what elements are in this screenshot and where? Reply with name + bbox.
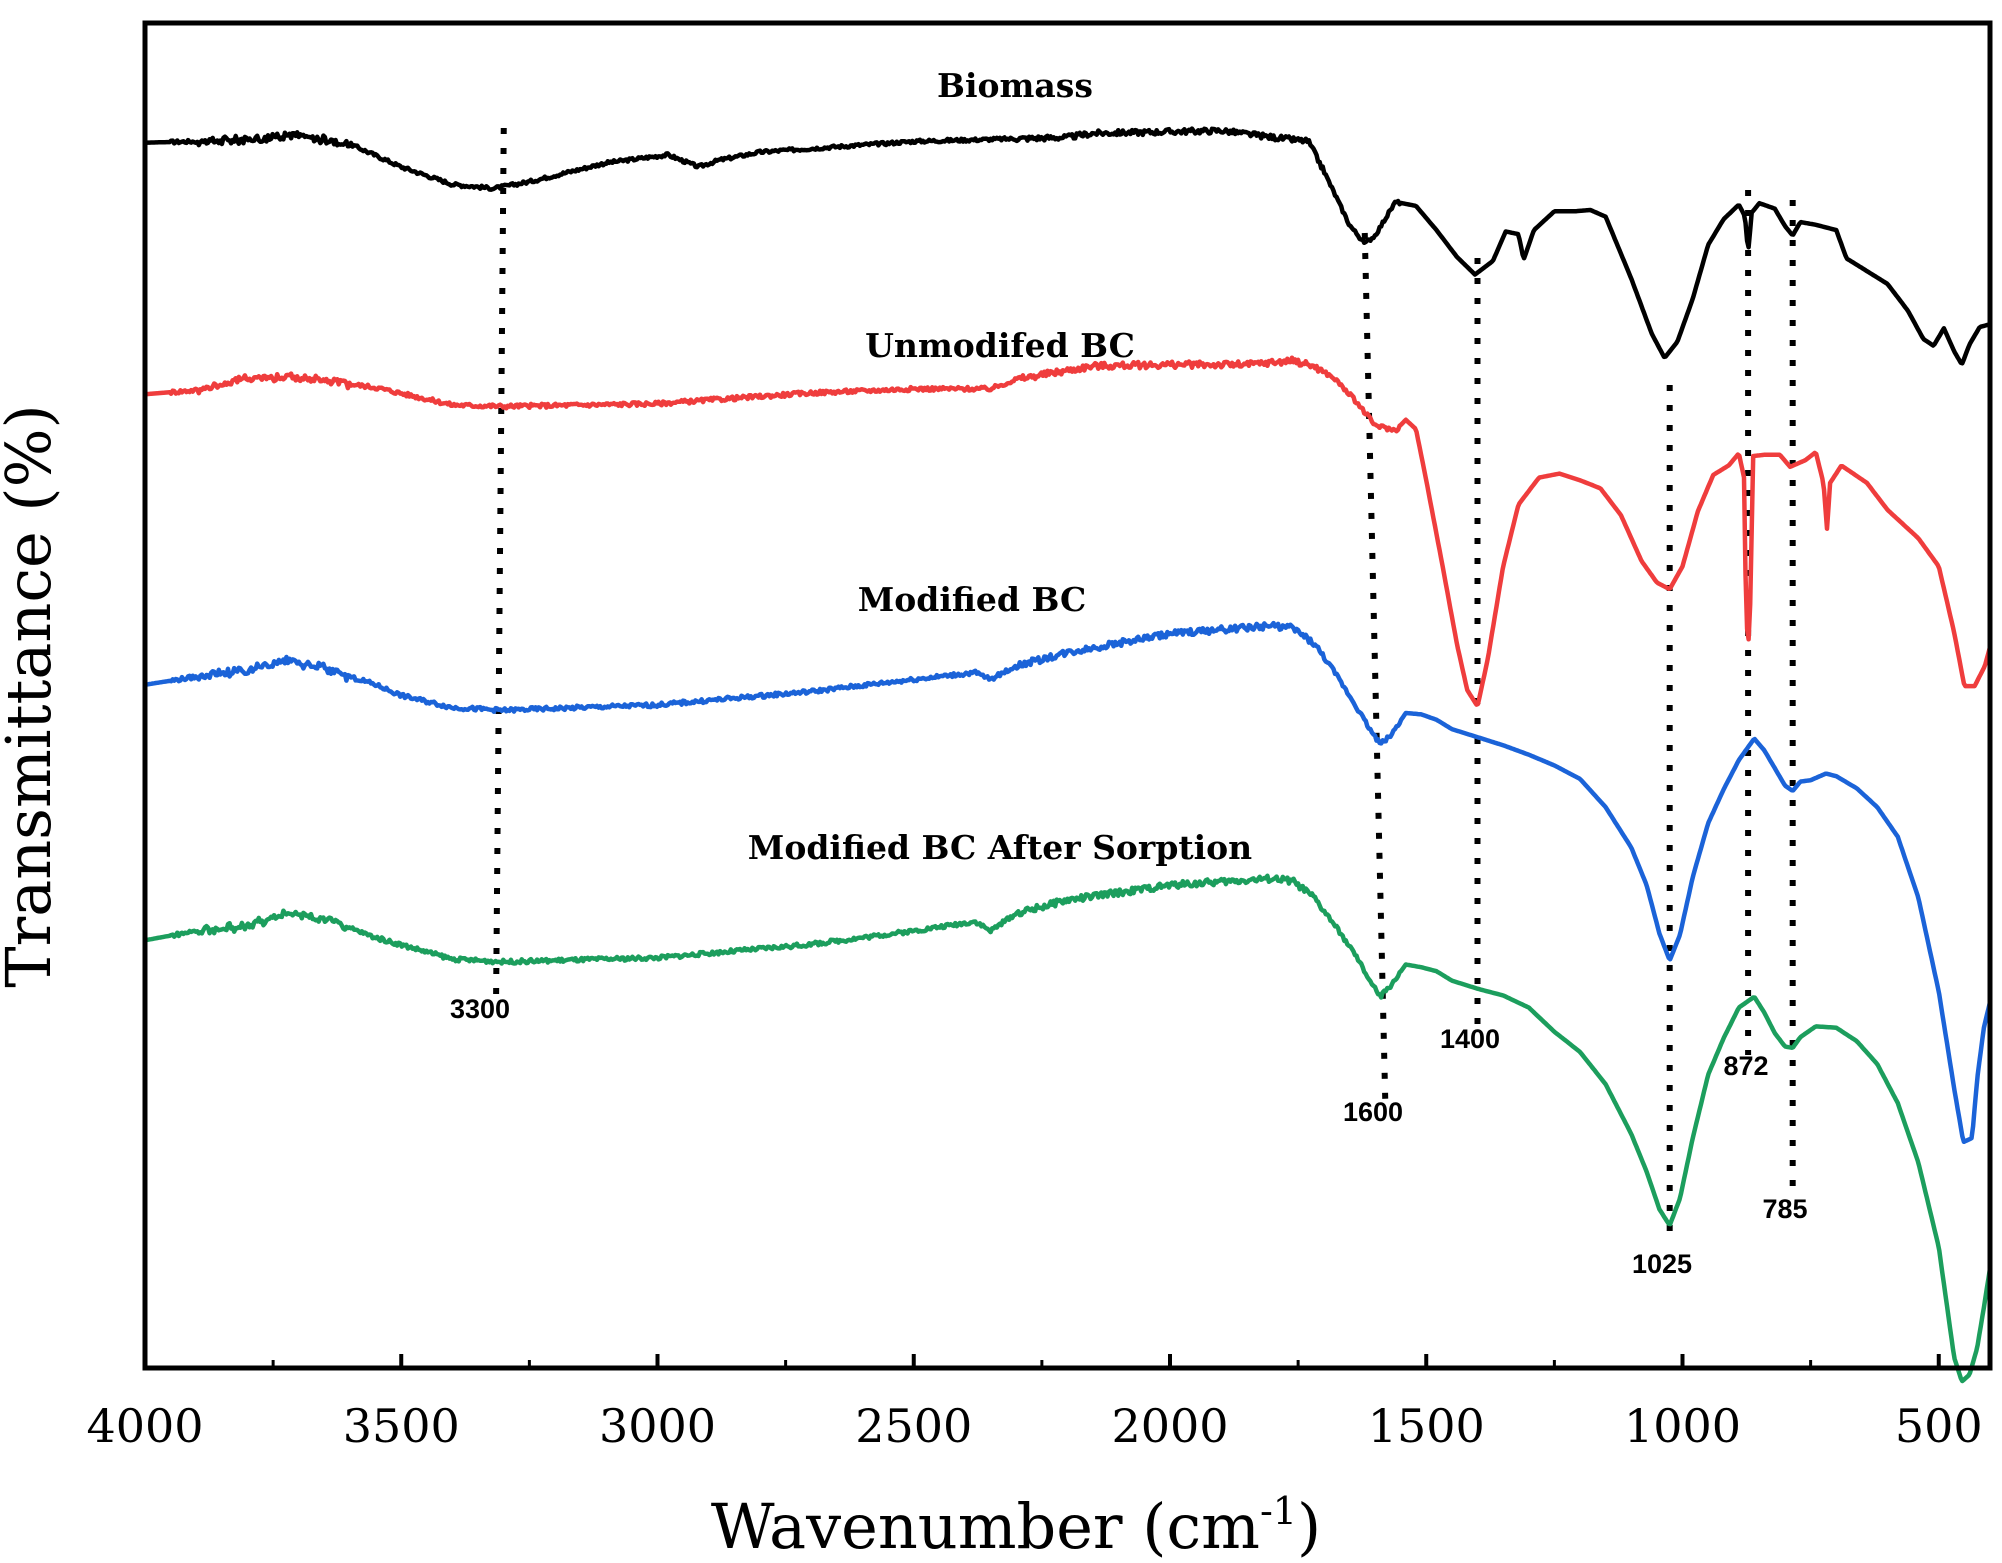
peak-label-785: 785	[1762, 1194, 1807, 1224]
peak-marker-1600	[1361, 232, 1389, 1101]
series-line-unmodifed-bc	[142, 355, 1993, 707]
x-tick-label-3000: 3000	[599, 1399, 716, 1453]
peak-label-1400: 1400	[1440, 1024, 1500, 1054]
series-label-after-sorption: Modified BC After Sorption	[748, 828, 1252, 867]
plot-frame	[142, 20, 1993, 1371]
series-line-biomass	[142, 126, 1993, 366]
x-tick-label-1000: 1000	[1624, 1399, 1741, 1453]
y-axis-title: Transmittance (%)	[0, 404, 65, 987]
peak-marker-3300	[493, 127, 507, 1001]
annotation-group: Biomass Unmodifed BC Modified BC Modifie…	[450, 66, 1808, 1279]
series-line-modified-bc-after-sorption	[142, 873, 1993, 1384]
x-axis-title-superscript: -1	[1260, 1489, 1297, 1533]
x-axis-title: Wavenumber (cm-1)	[711, 1489, 1321, 1563]
peak-label-872: 872	[1723, 1051, 1768, 1081]
x-tick-label-2000: 2000	[1111, 1399, 1228, 1453]
series-label-modified-bc: Modified BC	[858, 580, 1086, 619]
peak-markers	[493, 127, 1796, 1240]
x-tick-label-3500: 3500	[343, 1399, 460, 1453]
x-tick-label-500: 500	[1895, 1399, 1983, 1453]
series-label-biomass: Biomass	[937, 66, 1093, 105]
peak-label-1025: 1025	[1632, 1249, 1692, 1279]
x-tick-label-2500: 2500	[855, 1399, 972, 1453]
series-group	[142, 126, 1993, 1384]
x-tick-label-1500: 1500	[1368, 1399, 1485, 1453]
peak-label-1600: 1600	[1343, 1097, 1403, 1127]
x-axis: 4000 3500 3000 2500 2000 1500 1000 500	[86, 1354, 1983, 1453]
series-label-unmodified-bc: Unmodifed BC	[865, 326, 1135, 365]
series-line-modified-bc	[142, 620, 1993, 1145]
peak-label-3300: 3300	[450, 994, 510, 1024]
x-tick-label-4000: 4000	[86, 1399, 203, 1453]
